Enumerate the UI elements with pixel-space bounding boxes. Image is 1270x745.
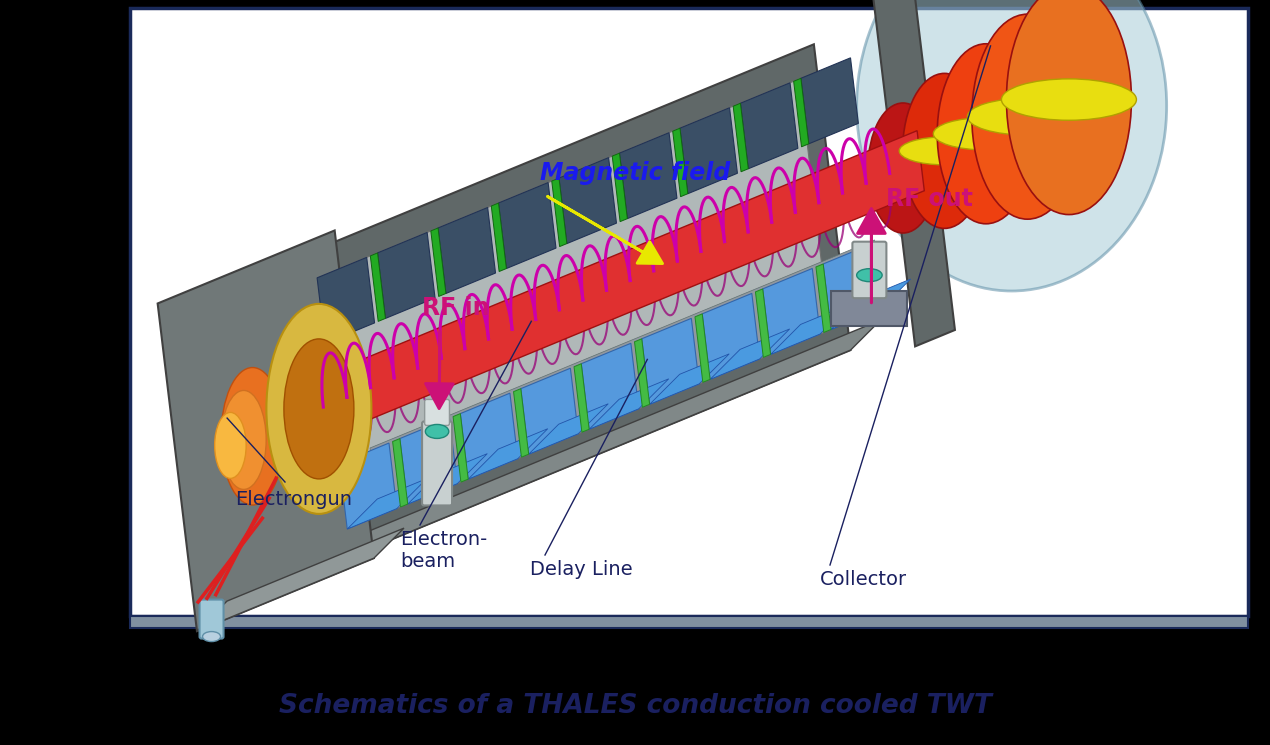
Ellipse shape — [221, 367, 284, 505]
FancyBboxPatch shape — [130, 616, 1248, 628]
Ellipse shape — [284, 339, 354, 479]
Polygon shape — [438, 208, 495, 294]
Text: Schematics of a THALES conduction cooled TWT: Schematics of a THALES conduction cooled… — [278, 693, 992, 719]
Ellipse shape — [1002, 79, 1137, 120]
Polygon shape — [874, 0, 955, 346]
Ellipse shape — [857, 0, 1167, 291]
Polygon shape — [815, 264, 831, 332]
Polygon shape — [673, 128, 688, 197]
Ellipse shape — [937, 44, 1035, 224]
Polygon shape — [574, 364, 589, 432]
Polygon shape — [612, 153, 627, 222]
Ellipse shape — [968, 98, 1087, 135]
Polygon shape — [756, 289, 771, 358]
Polygon shape — [347, 478, 427, 529]
Polygon shape — [831, 279, 911, 329]
Polygon shape — [460, 393, 518, 479]
Polygon shape — [801, 58, 859, 144]
Polygon shape — [315, 130, 925, 439]
FancyBboxPatch shape — [422, 422, 452, 505]
Polygon shape — [339, 443, 396, 529]
Polygon shape — [499, 183, 556, 268]
Polygon shape — [431, 228, 446, 297]
Polygon shape — [370, 240, 883, 513]
Polygon shape — [551, 178, 566, 247]
Polygon shape — [641, 318, 700, 405]
Text: Delay Line: Delay Line — [530, 560, 632, 579]
Ellipse shape — [899, 137, 989, 165]
Polygon shape — [408, 454, 488, 504]
Polygon shape — [213, 320, 880, 613]
Polygon shape — [823, 244, 880, 329]
Polygon shape — [392, 439, 408, 507]
Polygon shape — [635, 339, 650, 408]
Polygon shape — [702, 294, 759, 379]
Ellipse shape — [215, 413, 246, 478]
Polygon shape — [197, 528, 404, 631]
Text: Electron-
beam: Electron- beam — [400, 530, 488, 571]
Ellipse shape — [857, 269, 883, 282]
Ellipse shape — [972, 14, 1083, 219]
Polygon shape — [157, 230, 373, 631]
Polygon shape — [400, 418, 457, 504]
FancyBboxPatch shape — [130, 8, 1248, 616]
Polygon shape — [794, 78, 809, 147]
Polygon shape — [513, 389, 528, 457]
Ellipse shape — [867, 103, 939, 233]
Polygon shape — [469, 428, 547, 479]
Polygon shape — [377, 232, 436, 318]
Text: RF in: RF in — [422, 297, 489, 320]
Text: Magnetic field: Magnetic field — [540, 161, 730, 185]
Polygon shape — [521, 368, 578, 454]
Polygon shape — [177, 44, 851, 613]
Text: RF out: RF out — [886, 187, 973, 211]
Polygon shape — [207, 79, 829, 574]
Ellipse shape — [202, 632, 221, 641]
Ellipse shape — [1006, 0, 1132, 215]
Polygon shape — [371, 253, 385, 321]
FancyBboxPatch shape — [424, 399, 450, 425]
Polygon shape — [620, 133, 677, 218]
Polygon shape — [733, 104, 748, 172]
Polygon shape — [491, 203, 507, 271]
Polygon shape — [710, 329, 790, 379]
Text: Collector: Collector — [820, 570, 907, 589]
Polygon shape — [559, 158, 616, 244]
Ellipse shape — [221, 390, 267, 489]
Polygon shape — [528, 404, 608, 454]
Ellipse shape — [933, 118, 1039, 150]
Polygon shape — [650, 354, 729, 405]
Ellipse shape — [903, 74, 987, 229]
Polygon shape — [679, 108, 738, 194]
Polygon shape — [763, 268, 820, 355]
Polygon shape — [318, 257, 375, 343]
FancyBboxPatch shape — [832, 291, 907, 326]
Ellipse shape — [425, 425, 448, 439]
Polygon shape — [771, 304, 850, 355]
Polygon shape — [582, 343, 639, 429]
Ellipse shape — [267, 304, 371, 514]
Polygon shape — [740, 83, 798, 169]
Polygon shape — [695, 314, 710, 382]
Polygon shape — [589, 378, 669, 429]
FancyBboxPatch shape — [852, 241, 886, 298]
Ellipse shape — [865, 156, 941, 180]
FancyBboxPatch shape — [199, 600, 224, 638]
Text: Electrongun: Electrongun — [235, 490, 352, 509]
Polygon shape — [453, 413, 469, 482]
